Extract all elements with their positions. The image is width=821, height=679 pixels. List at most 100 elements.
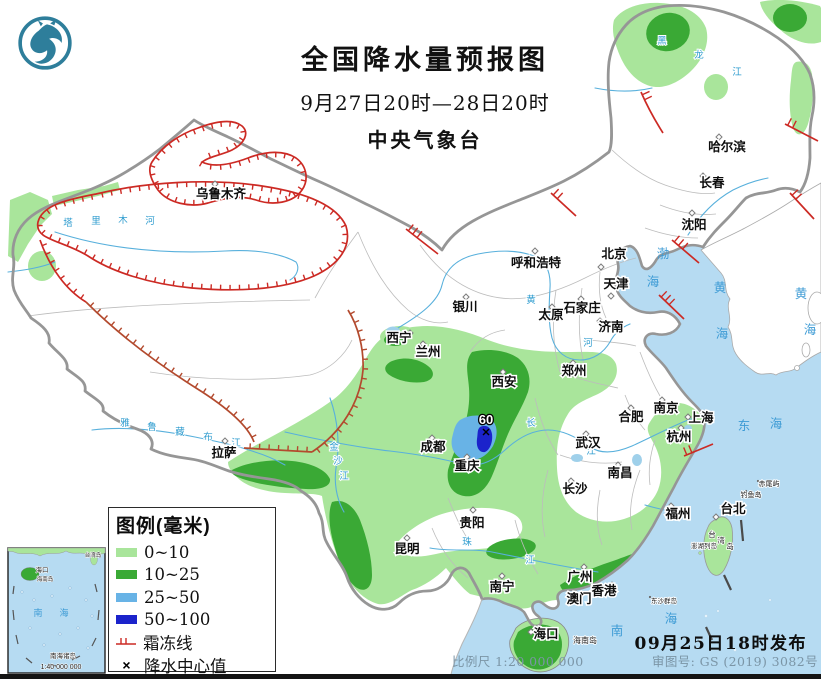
frost-tick [201,199,204,205]
frost-tick [39,215,45,220]
frost-tick [688,445,693,454]
map-info-row: 比例尺 1:20 000 000 审图号: GS (2019) 3082号 [452,651,818,670]
sea-label: 南 [611,623,624,638]
frost-tick [664,294,672,302]
frost-tick [416,230,423,239]
frost-tick [57,237,61,243]
frost-tick [284,195,288,201]
logo-horn [37,19,57,27]
city-marker [469,506,477,514]
frost-tick [226,146,230,152]
frost-tick [265,152,268,159]
river-label: 江 [732,67,742,78]
cma-dragon-logo [18,16,72,70]
frost-tick [256,154,260,160]
river-label: 布 [203,431,213,443]
city-marker [658,396,666,404]
frost-tick [138,185,141,192]
city-label: 海口 [533,626,558,641]
ne-river [594,87,653,92]
precip-lhasa-south [231,460,331,490]
yangtze-river [284,416,705,466]
frost-tick [284,279,288,285]
frost-tick [219,194,223,200]
city-marker [419,340,427,348]
agency-name: 中央气象台 [367,128,483,152]
river-label: 河 [583,337,593,349]
frost-tick [168,143,173,149]
frost-tick [343,421,349,426]
city-marker [221,437,229,445]
frost-tick [260,185,264,192]
frost-tick [297,193,301,200]
island-label: 东沙群岛 [651,596,677,605]
city-marker [211,180,219,188]
precip-center-icon: × [122,656,131,673]
sea-label: 海 [804,322,817,337]
city-marker [596,317,604,325]
city-label: 银川 [452,299,477,314]
frost-tick [266,282,269,288]
islet [704,614,708,618]
city-label: 澳门 [566,591,591,606]
islands-layer [509,516,733,673]
city-marker [462,293,470,301]
legend-item-50-100: 50~100 [116,609,275,632]
swatch-0-10 [116,547,137,557]
inset-islets [20,586,94,657]
river-label: 塔 [63,217,73,229]
frost-tick [787,117,792,126]
city-label: 杭州 [666,429,691,444]
city-label: 香港 [590,583,617,598]
logo-ring [18,16,72,70]
sea-label: 海 [665,611,678,626]
city-label: 郑州 [561,363,586,378]
frost-tick [644,95,653,101]
penghu-islet [698,551,702,555]
frost-tick [202,388,207,394]
frost-tick [288,191,291,197]
city-marker [688,209,696,217]
frost-tick [100,258,104,264]
river-label: 沙 [333,456,343,467]
inset-nine-dash [12,583,100,667]
frost-tick [349,310,356,315]
city-marker [715,133,723,141]
korea-peninsula [700,182,821,376]
city-label: 广州 [567,569,592,584]
frost-tick [238,136,244,141]
sea-label: 海 [716,326,729,341]
frost-lhasa-segment [243,447,313,453]
frost-mongolia-1 [405,228,439,255]
frost-tick [54,267,60,272]
frost-tick [217,149,221,155]
foreign-land-layer [700,182,821,376]
city-label: 济南 [598,319,624,334]
forecast-period: 9月27日20时—28日20时 [300,91,550,115]
frost-tick [135,272,139,278]
frost-tick [283,153,286,159]
frost-tick [172,280,175,286]
city-marker [463,453,471,461]
chiwei-islet [756,479,760,483]
city-label: 长春 [699,175,725,190]
frost-tick [306,196,310,203]
legend-label: 25~50 [144,587,200,607]
city-marker [597,263,605,271]
hainan-precip-dark [513,624,562,670]
inset-label: 海 [59,607,68,618]
frost-tick [229,192,232,198]
frost-hangzhou [683,443,714,457]
city-marker [677,424,685,432]
city-marker [548,303,556,311]
city-marker [498,572,506,580]
city-label: 乌鲁木齐 [196,186,247,201]
frost-tick [144,274,148,281]
frost-tick [275,281,279,287]
frost-tick [340,224,346,228]
vietnam-coast [449,598,483,679]
